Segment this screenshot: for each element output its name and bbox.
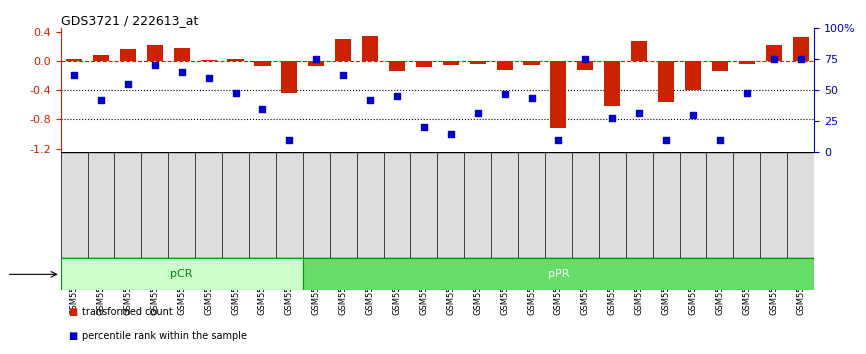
Bar — [281, 61, 297, 93]
Point — [229, 90, 242, 96]
Bar — [66, 59, 82, 61]
Point — [148, 63, 162, 68]
Point — [498, 91, 512, 97]
Bar — [335, 39, 352, 61]
Bar — [61, 258, 303, 290]
Bar — [496, 61, 513, 70]
Bar — [578, 61, 593, 70]
Bar — [792, 37, 809, 61]
Point — [471, 110, 485, 115]
Text: percentile rank within the sample: percentile rank within the sample — [82, 331, 248, 341]
Bar — [631, 41, 647, 61]
Point — [282, 137, 296, 143]
Bar — [443, 61, 459, 65]
Bar — [362, 36, 378, 61]
Point — [309, 56, 323, 62]
Bar — [766, 45, 782, 61]
Bar — [303, 258, 814, 290]
Point — [766, 56, 780, 62]
Point — [444, 131, 458, 136]
Point — [686, 112, 700, 118]
Bar — [173, 48, 190, 61]
Point — [713, 137, 727, 143]
Point — [632, 110, 646, 115]
Point — [525, 95, 539, 101]
Bar — [469, 61, 486, 64]
Text: GDS3721 / 222613_at: GDS3721 / 222613_at — [61, 14, 198, 27]
Point — [94, 97, 108, 103]
Point — [336, 73, 350, 78]
Point — [417, 125, 430, 130]
Point — [175, 69, 189, 74]
Bar — [739, 61, 755, 64]
Text: ■: ■ — [69, 307, 81, 316]
Bar — [146, 45, 163, 61]
Bar — [712, 61, 728, 71]
Bar — [308, 61, 324, 66]
Text: pPR: pPR — [547, 269, 569, 279]
Bar — [228, 59, 243, 61]
Point — [202, 75, 216, 81]
Bar — [416, 61, 432, 67]
Point — [121, 81, 135, 87]
Point — [605, 115, 619, 120]
Bar — [201, 60, 216, 61]
Point — [578, 56, 592, 62]
Point — [552, 137, 565, 143]
Text: pCR: pCR — [171, 269, 193, 279]
Bar — [523, 61, 540, 65]
Bar — [389, 61, 405, 71]
Text: ■: ■ — [69, 331, 81, 341]
Point — [68, 73, 81, 78]
Bar — [255, 61, 270, 66]
Bar — [604, 61, 620, 106]
Bar — [658, 61, 674, 102]
Bar — [120, 49, 136, 61]
Bar — [685, 61, 701, 90]
Point — [740, 90, 753, 96]
Point — [659, 137, 673, 143]
Point — [390, 93, 404, 99]
Bar — [93, 55, 109, 61]
Point — [363, 97, 377, 103]
Point — [255, 106, 269, 112]
Bar — [551, 61, 566, 128]
Text: transformed count: transformed count — [82, 307, 173, 316]
Point — [793, 56, 807, 62]
